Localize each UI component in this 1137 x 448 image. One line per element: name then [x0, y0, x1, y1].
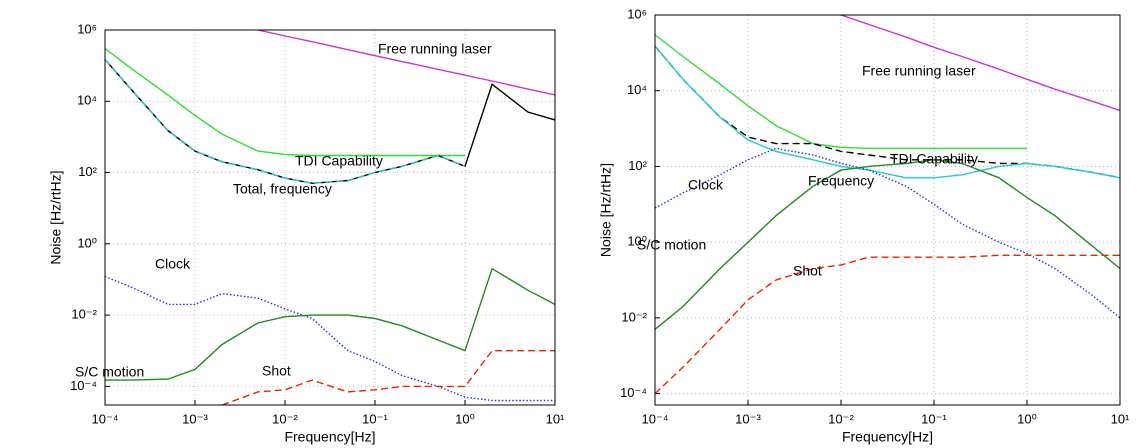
series-label: Clock: [155, 256, 191, 272]
plot-area: [105, 30, 555, 405]
y-tick-label: 10²: [78, 164, 97, 179]
series-line: [655, 45, 1120, 179]
series-label: Shot: [262, 363, 291, 379]
y-tick-label: 10⁰: [77, 235, 97, 250]
series-line: [221, 350, 555, 405]
x-tick-label: 10⁻⁴: [642, 411, 669, 426]
y-tick-label: 10⁰: [627, 234, 647, 249]
y-axis-label: Noise [Hz/rtHz]: [48, 170, 64, 264]
x-axis-label: Frequency[Hz]: [842, 429, 933, 445]
y-tick-label: 10²: [628, 158, 647, 173]
series-label: S/C motion: [75, 364, 144, 380]
y-tick-label: 10⁻²: [621, 309, 647, 324]
x-tick-label: 10⁻²: [828, 411, 854, 426]
series-line: [105, 48, 465, 157]
plot: 10⁻⁴ 10⁻³ 10⁻² 10⁻¹ 10⁰ 10¹ 10⁻⁴ 10⁻² 10⁰ 10² 10⁴ 1…: [48, 21, 565, 444]
series-label: Total, frequency: [233, 181, 332, 197]
plot-area: [655, 15, 1120, 405]
series-label: Free running laser: [378, 41, 492, 57]
y-tick-label: 10⁶: [77, 21, 97, 36]
y-tick-label: 10⁻⁴: [70, 378, 97, 393]
series-line: [655, 147, 1120, 319]
series-label: Shot: [793, 263, 822, 279]
plot-frame: [654, 14, 1121, 406]
series-label: TDI Capability: [890, 151, 978, 167]
x-tick-label: 10⁻¹: [362, 411, 388, 426]
y-tick-label: 10⁻²: [71, 307, 97, 322]
series-line: [655, 159, 1120, 330]
y-axis-label: Noise [Hz/rtHz]: [598, 163, 614, 257]
series-line: [257, 30, 555, 96]
series-group: [105, 30, 555, 405]
series-line: [655, 34, 1027, 150]
series-line: [105, 58, 466, 185]
x-tick-label: 10⁻³: [735, 411, 761, 426]
x-tick-label: 10¹: [546, 411, 565, 426]
series-group: [655, 15, 1120, 395]
series-label: Free running laser: [862, 63, 976, 79]
series-line: [655, 45, 1120, 179]
x-tick-label: 10⁰: [1017, 411, 1037, 426]
series-line: [105, 275, 555, 402]
y-tick-label: 10⁴: [77, 93, 97, 108]
y-tick-label: 10⁶: [627, 6, 647, 21]
x-tick-label: 10⁻⁴: [92, 411, 119, 426]
series-label: TDI Capability: [295, 153, 383, 169]
x-tick-label: 10¹: [1111, 411, 1130, 426]
plot-frame: [104, 29, 556, 406]
series-label: Frequency: [808, 173, 874, 189]
plot: 10⁻⁴ 10⁻³ 10⁻² 10⁻¹ 10⁰ 10¹ 10⁻⁴ 10⁻² 10⁰ 10² 10⁴ 1…: [598, 6, 1130, 444]
y-tick-label: 10⁴: [627, 82, 647, 97]
x-tick-label: 10⁻²: [272, 411, 298, 426]
x-axis-label: Frequency[Hz]: [284, 429, 375, 445]
y-tick-label: 10⁻⁴: [620, 385, 647, 400]
series-label: S/C motion: [637, 237, 706, 253]
x-tick-label: 10⁻¹: [921, 411, 947, 426]
series-line: [840, 15, 1120, 112]
x-tick-label: 10⁻³: [182, 411, 208, 426]
series-line: [655, 254, 1120, 395]
x-tick-label: 10⁰: [455, 411, 475, 426]
series-label: Clock: [688, 177, 724, 193]
series-line: [105, 267, 555, 381]
